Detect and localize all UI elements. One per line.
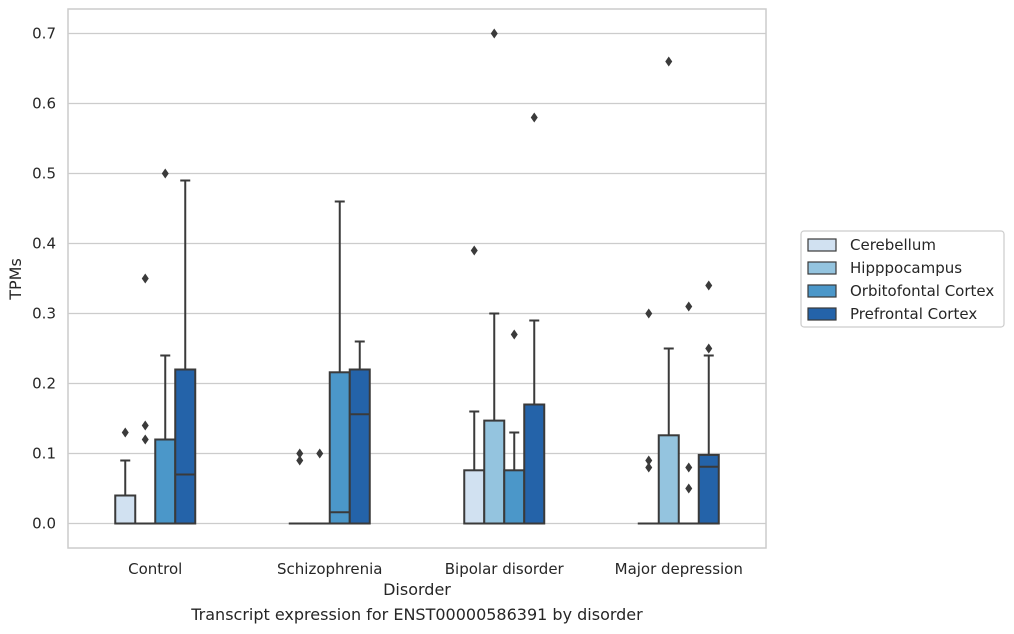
box-body [657,434,680,525]
y-tick-label: 0.4 [32,235,56,253]
outlier-point [705,343,713,354]
y-tick-label: 0.3 [32,305,56,323]
box-3-0 [174,179,197,525]
y-tick-labels: 0.0 0.1 0.2 0.3 0.4 0.5 0.6 0.7 [32,25,56,533]
chart-caption: Transcript expression for ENST0000058639… [191,605,643,624]
box-1-0 [134,273,157,525]
legend-frame [800,230,1005,328]
box-0-3 [637,308,660,525]
x-tick-label: Control [128,560,182,578]
outlier-point [141,273,149,284]
legend-swatch [807,284,837,298]
outlier-point [296,448,304,459]
legend-label: Prefrontal Cortex [850,305,977,323]
legend-label: Cerebellum [850,236,936,254]
box-body [348,368,371,525]
box-0-2 [463,245,486,525]
outlier-point [685,483,693,494]
box-body [483,419,506,525]
x-tick-label: Schizophrenia [277,560,382,578]
outlier-point [316,448,324,459]
outlier-point [705,280,713,291]
box-groups [114,28,720,525]
outlier-point [141,434,149,445]
x-tick-label: Major depression [615,560,743,578]
x-tick-labels: Control Schizophrenia Bipolar disorder Majo… [128,560,743,578]
box-body [523,403,546,525]
box-body [174,368,197,525]
plot-frame [67,8,767,549]
box-3-3 [697,280,720,525]
legend-label: Orbitofontal Cortex [850,282,994,300]
outlier-point [685,462,693,473]
outlier-point [645,462,653,473]
y-tick-label: 0.2 [32,375,56,393]
outlier-point [490,28,498,39]
box-body [328,371,351,525]
box-body [697,453,720,525]
legend-label: Hipppocampus [850,259,962,277]
outlier-point [665,56,673,67]
box-body [154,438,177,525]
legend-swatch [807,307,837,321]
legend-swatch [807,261,837,275]
box-1-2 [483,28,506,525]
outlier-point [121,427,129,438]
outlier-point [161,168,169,179]
y-tick-label: 0.6 [32,95,56,113]
outlier-point [296,455,304,466]
outlier-point [470,245,478,256]
box-body [503,469,526,525]
box-2-3 [677,301,700,525]
x-axis-title: Disorder [383,580,451,599]
y-tick-label: 0.1 [32,445,56,463]
box-body [114,494,137,525]
box-0-0 [114,427,137,525]
box-3-2 [523,112,546,525]
outlier-point [141,420,149,431]
y-axis-title: TPMs [6,258,25,301]
y-tick-label: 0.0 [32,515,56,533]
outlier-point [645,455,653,466]
outlier-point [645,308,653,319]
box-3-1 [348,340,371,525]
box-1-3 [657,56,680,525]
legend: Cerebellum Hipppocampus Orbitofontal Corte… [800,230,1005,328]
y-tick-label: 0.7 [32,25,56,43]
outlier-point [685,301,693,312]
outlier-point [530,112,538,123]
legend-swatch [807,238,837,252]
x-tick-label: Bipolar disorder [445,560,565,578]
y-tick-label: 0.5 [32,165,56,183]
box-body [463,469,486,525]
outlier-point [510,329,518,340]
